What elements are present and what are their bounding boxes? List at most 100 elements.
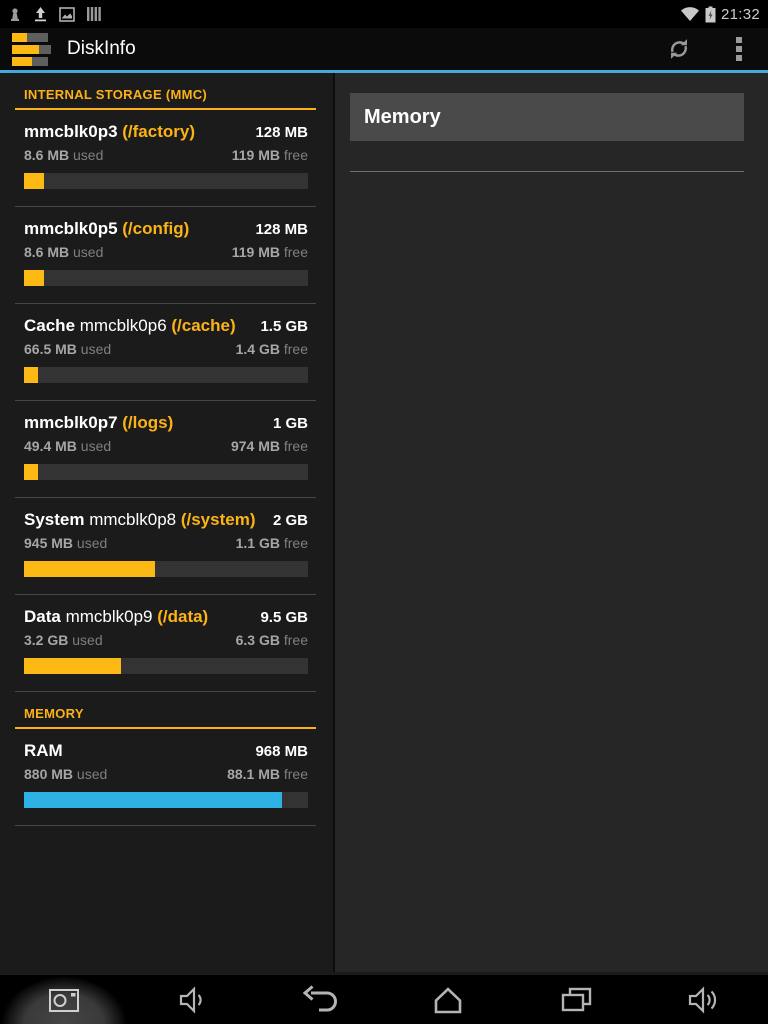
partition-device: mmcblk0p6: [79, 316, 172, 335]
camera-icon: [49, 988, 79, 1012]
partition-row[interactable]: mmcblk0p5 (/config) 128 MB 8.6 MB used 119 …: [0, 207, 333, 286]
list-divider: [15, 691, 316, 692]
used-text: 66.5 MB used: [24, 341, 112, 357]
partition-device: mmcblk0p3: [24, 122, 123, 141]
back-button[interactable]: [299, 984, 341, 1016]
partition-row[interactable]: System mmcblk0p8 (/system) 2 GB 945 MB use…: [0, 498, 333, 577]
partition-total-size: 1.5 GB: [260, 318, 308, 335]
partition-total-size: 9.5 GB: [260, 609, 308, 626]
partition-title-row: Data mmcblk0p9 (/data) 9.5 GB: [24, 607, 308, 628]
partition-label: Cache: [24, 316, 80, 335]
partition-device: mmcblk0p7: [24, 413, 123, 432]
status-bar: 21:32: [0, 0, 768, 28]
usb-upload-icon: [35, 7, 46, 22]
free-value: 1.4 GB: [235, 341, 280, 357]
detail-divider: [350, 171, 744, 172]
usage-bar: [24, 658, 308, 674]
used-text: 880 MB used: [24, 766, 108, 782]
partition-row[interactable]: Data mmcblk0p9 (/data) 9.5 GB 3.2 GB used 6…: [0, 595, 333, 674]
partition-title-row: RAM 968 MB: [24, 741, 308, 762]
partition-list-pane: INTERNAL STORAGE (MMC) mmcblk0p3 (/factor…: [0, 73, 335, 972]
usage-bar: [24, 464, 308, 480]
volume-down-icon: [179, 985, 202, 1014]
partition-title: mmcblk0p5 (/config): [24, 219, 189, 239]
free-value: 1.1 GB: [235, 535, 280, 551]
section-header: INTERNAL STORAGE (MMC): [15, 87, 316, 110]
partition-total-size: 128 MB: [255, 124, 308, 141]
refresh-icon: [670, 39, 688, 59]
partition-title: System mmcblk0p8 (/system): [24, 510, 255, 530]
used-value: 945 MB: [24, 535, 74, 551]
volume-down-button[interactable]: [175, 984, 209, 1016]
partition-row[interactable]: mmcblk0p3 (/factory) 128 MB 8.6 MB used 119…: [0, 110, 333, 189]
diskinfo-app-icon[interactable]: [12, 32, 51, 66]
usage-bar-fill: [24, 792, 283, 808]
free-text: 119 MB free: [231, 244, 308, 260]
free-value: 119 MB: [231, 244, 280, 260]
partition-title: mmcblk0p3 (/factory): [24, 122, 195, 142]
volume-up-button[interactable]: [685, 984, 723, 1016]
partition-row[interactable]: Cache mmcblk0p6 (/cache) 1.5 GB 66.5 MB us…: [0, 304, 333, 383]
home-button[interactable]: [428, 984, 468, 1016]
used-value: 880 MB: [24, 766, 74, 782]
used-text: 3.2 GB used: [24, 632, 103, 648]
section-header: MEMORY: [15, 706, 316, 729]
partition-mount-point: (/config): [122, 219, 190, 238]
used-text: 8.6 MB used: [24, 244, 104, 260]
partition-mount-point: (/data): [157, 607, 209, 626]
partition-title-row: mmcblk0p5 (/config) 128 MB: [24, 219, 308, 240]
usage-bar-fill: [24, 464, 39, 480]
usage-bar: [24, 792, 308, 808]
partition-label: RAM: [24, 741, 63, 760]
used-value: 49.4 MB: [24, 438, 77, 454]
content-area: INTERNAL STORAGE (MMC) mmcblk0p3 (/factor…: [0, 73, 768, 972]
partition-total-size: 2 GB: [272, 512, 308, 529]
used-text: 8.6 MB used: [24, 147, 104, 163]
partition-mount-point: (/system): [180, 510, 256, 529]
used-text: 49.4 MB used: [24, 438, 112, 454]
partition-usage-row: 66.5 MB used 1.4 GB free: [24, 341, 308, 358]
free-text: 88.1 MB free: [227, 766, 308, 782]
free-text: 6.3 GB free: [235, 632, 308, 648]
partition-row[interactable]: RAM 968 MB 880 MB used 88.1 MB free: [0, 729, 333, 808]
partition-title: mmcblk0p7 (/logs): [24, 413, 173, 433]
partition-mount-point: (/factory): [122, 122, 195, 141]
used-value: 3.2 GB: [24, 632, 69, 648]
partition-usage-row: 49.4 MB used 974 MB free: [24, 438, 308, 455]
partition-title-row: System mmcblk0p8 (/system) 2 GB: [24, 510, 308, 531]
overflow-menu-button[interactable]: [732, 33, 746, 65]
usage-bar-fill: [24, 270, 44, 286]
free-value: 6.3 GB: [235, 632, 280, 648]
partition-usage-row: 945 MB used 1.1 GB free: [24, 535, 308, 552]
list-divider: [15, 497, 316, 498]
used-value: 66.5 MB: [24, 341, 77, 357]
detail-pane: Memory: [335, 73, 768, 972]
partition-row[interactable]: mmcblk0p7 (/logs) 1 GB 49.4 MB used 974 MB …: [0, 401, 333, 480]
screenshot-button[interactable]: [47, 986, 81, 1014]
used-value: 8.6 MB: [24, 147, 70, 163]
barcode-notification-icon: [87, 7, 101, 21]
partition-title: Cache mmcblk0p6 (/cache): [24, 316, 236, 336]
status-bar-clock: 21:32: [720, 5, 760, 23]
partition-total-size: 968 MB: [255, 743, 308, 760]
usage-bar: [24, 270, 308, 286]
usage-bar-fill: [24, 173, 44, 189]
partition-title-row: mmcblk0p3 (/factory) 128 MB: [24, 122, 308, 143]
partition-usage-row: 8.6 MB used 119 MB free: [24, 147, 308, 164]
system-nav-bar: [0, 975, 768, 1024]
battery-charging-icon: [705, 6, 716, 22]
refresh-button[interactable]: [660, 30, 698, 68]
recents-icon: [561, 987, 592, 1011]
partition-device: mmcblk0p9: [65, 607, 158, 626]
partition-title-row: Cache mmcblk0p6 (/cache) 1.5 GB: [24, 316, 308, 337]
volume-up-icon: [688, 985, 717, 1014]
partition-label: Data: [24, 607, 66, 626]
free-value: 88.1 MB: [227, 766, 280, 782]
partition-total-size: 128 MB: [255, 221, 308, 238]
recents-button[interactable]: [558, 984, 594, 1016]
usage-bar: [24, 367, 308, 383]
partition-title: RAM: [24, 741, 63, 761]
free-text: 119 MB free: [231, 147, 308, 163]
status-bar-notification-icons: [8, 6, 102, 22]
